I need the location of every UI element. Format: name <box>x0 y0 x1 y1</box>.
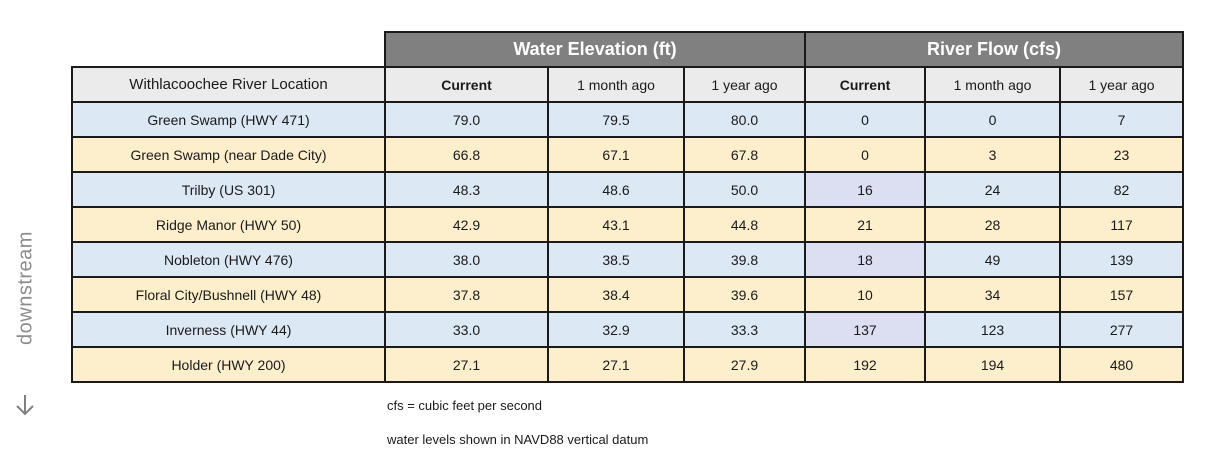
elevation-year-cell: 27.9 <box>682 346 807 383</box>
elevation-month-header: 1 month ago <box>547 66 685 103</box>
flow-year-cell: 117 <box>1059 206 1185 243</box>
elevation-current-cell: 48.3 <box>384 171 549 208</box>
elevation-month-cell: 67.1 <box>547 136 685 173</box>
table-row: Ridge Manor (HWY 50) 42.9 43.1 44.8 21 2… <box>71 206 1185 243</box>
flow-year-header: 1 year ago <box>1059 66 1185 103</box>
flow-current-header: Current <box>804 66 927 103</box>
location-cell: Green Swamp (HWY 471) <box>71 101 386 138</box>
table-row: Holder (HWY 200) 27.1 27.1 27.9 192 194 … <box>71 346 1185 383</box>
elevation-month-cell: 27.1 <box>547 346 685 383</box>
cfs-note: cfs = cubic feet per second <box>387 398 543 413</box>
table-row: Green Swamp (near Dade City) 66.8 67.1 6… <box>71 136 1185 173</box>
flow-month-header: 1 month ago <box>924 66 1062 103</box>
location-cell: Holder (HWY 200) <box>71 346 386 383</box>
flow-current-cell: 0 <box>804 136 927 173</box>
flow-year-cell: 139 <box>1059 241 1185 278</box>
table-row: Floral City/Bushnell (HWY 48) 37.8 38.4 … <box>71 276 1185 313</box>
elevation-month-cell: 48.6 <box>547 171 685 208</box>
location-cell: Green Swamp (near Dade City) <box>71 136 386 173</box>
river-flow-header: River Flow (cfs) <box>804 31 1185 68</box>
flow-current-cell: 10 <box>804 276 927 313</box>
flow-year-cell: 82 <box>1059 171 1185 208</box>
flow-current-cell: 137 <box>804 311 927 348</box>
elevation-year-header: 1 year ago <box>682 66 807 103</box>
table-row: Nobleton (HWY 476) 38.0 38.5 39.8 18 49 … <box>71 241 1185 278</box>
elevation-year-cell: 80.0 <box>682 101 807 138</box>
elevation-year-cell: 50.0 <box>682 171 807 208</box>
elevation-month-cell: 79.5 <box>547 101 685 138</box>
arrow-down-icon <box>16 395 34 416</box>
elevation-year-cell: 44.8 <box>682 206 807 243</box>
downstream-label: downstream <box>14 231 37 345</box>
downstream-indicator: downstream <box>0 100 50 416</box>
elevation-year-cell: 39.6 <box>682 276 807 313</box>
elevation-month-cell: 38.5 <box>547 241 685 278</box>
flow-month-cell: 123 <box>924 311 1062 348</box>
elevation-year-cell: 33.3 <box>682 311 807 348</box>
flow-current-cell: 0 <box>804 101 927 138</box>
datum-note: water levels shown in NAVD88 vertical da… <box>387 432 649 447</box>
elevation-month-cell: 32.9 <box>547 311 685 348</box>
elevation-current-cell: 27.1 <box>384 346 549 383</box>
location-cell: Nobleton (HWY 476) <box>71 241 386 278</box>
table-row: Inverness (HWY 44) 33.0 32.9 33.3 137 12… <box>71 311 1185 348</box>
flow-month-cell: 24 <box>924 171 1062 208</box>
table-row: Green Swamp (HWY 471) 79.0 79.5 80.0 0 0… <box>71 101 1185 138</box>
location-cell: Inverness (HWY 44) <box>71 311 386 348</box>
flow-month-cell: 49 <box>924 241 1062 278</box>
flow-year-cell: 480 <box>1059 346 1185 383</box>
flow-year-cell: 23 <box>1059 136 1185 173</box>
blank-corner-cell <box>72 32 386 68</box>
elevation-current-cell: 38.0 <box>384 241 549 278</box>
column-header-row: Withlacoochee River Location Current 1 m… <box>71 66 1185 103</box>
flow-month-cell: 28 <box>924 206 1062 243</box>
elevation-current-cell: 79.0 <box>384 101 549 138</box>
elevation-current-cell: 42.9 <box>384 206 549 243</box>
flow-year-cell: 157 <box>1059 276 1185 313</box>
flow-current-cell: 16 <box>804 171 927 208</box>
elevation-current-cell: 66.8 <box>384 136 549 173</box>
flow-current-cell: 18 <box>804 241 927 278</box>
water-elevation-header: Water Elevation (ft) <box>383 31 807 68</box>
table-row: Trilby (US 301) 48.3 48.6 50.0 16 24 82 <box>71 171 1185 208</box>
location-cell: Floral City/Bushnell (HWY 48) <box>71 276 386 313</box>
elevation-year-cell: 67.8 <box>682 136 807 173</box>
elevation-current-cell: 33.0 <box>384 311 549 348</box>
elevation-current-cell: 37.8 <box>384 276 549 313</box>
river-data-table: Water Elevation (ft) River Flow (cfs) Wi… <box>71 31 1185 383</box>
elevation-current-header: Current <box>384 66 549 103</box>
flow-month-cell: 0 <box>924 101 1062 138</box>
flow-year-cell: 277 <box>1059 311 1185 348</box>
location-cell: Trilby (US 301) <box>71 171 386 208</box>
flow-current-cell: 192 <box>804 346 927 383</box>
elevation-month-cell: 38.4 <box>547 276 685 313</box>
flow-year-cell: 7 <box>1059 101 1185 138</box>
elevation-year-cell: 39.8 <box>682 241 807 278</box>
elevation-month-cell: 43.1 <box>547 206 685 243</box>
group-header-row: Water Elevation (ft) River Flow (cfs) <box>72 31 1185 68</box>
flow-current-cell: 21 <box>804 206 927 243</box>
location-cell: Ridge Manor (HWY 50) <box>71 206 386 243</box>
location-column-header: Withlacoochee River Location <box>71 66 386 103</box>
flow-month-cell: 3 <box>924 136 1062 173</box>
flow-month-cell: 194 <box>924 346 1062 383</box>
flow-month-cell: 34 <box>924 276 1062 313</box>
